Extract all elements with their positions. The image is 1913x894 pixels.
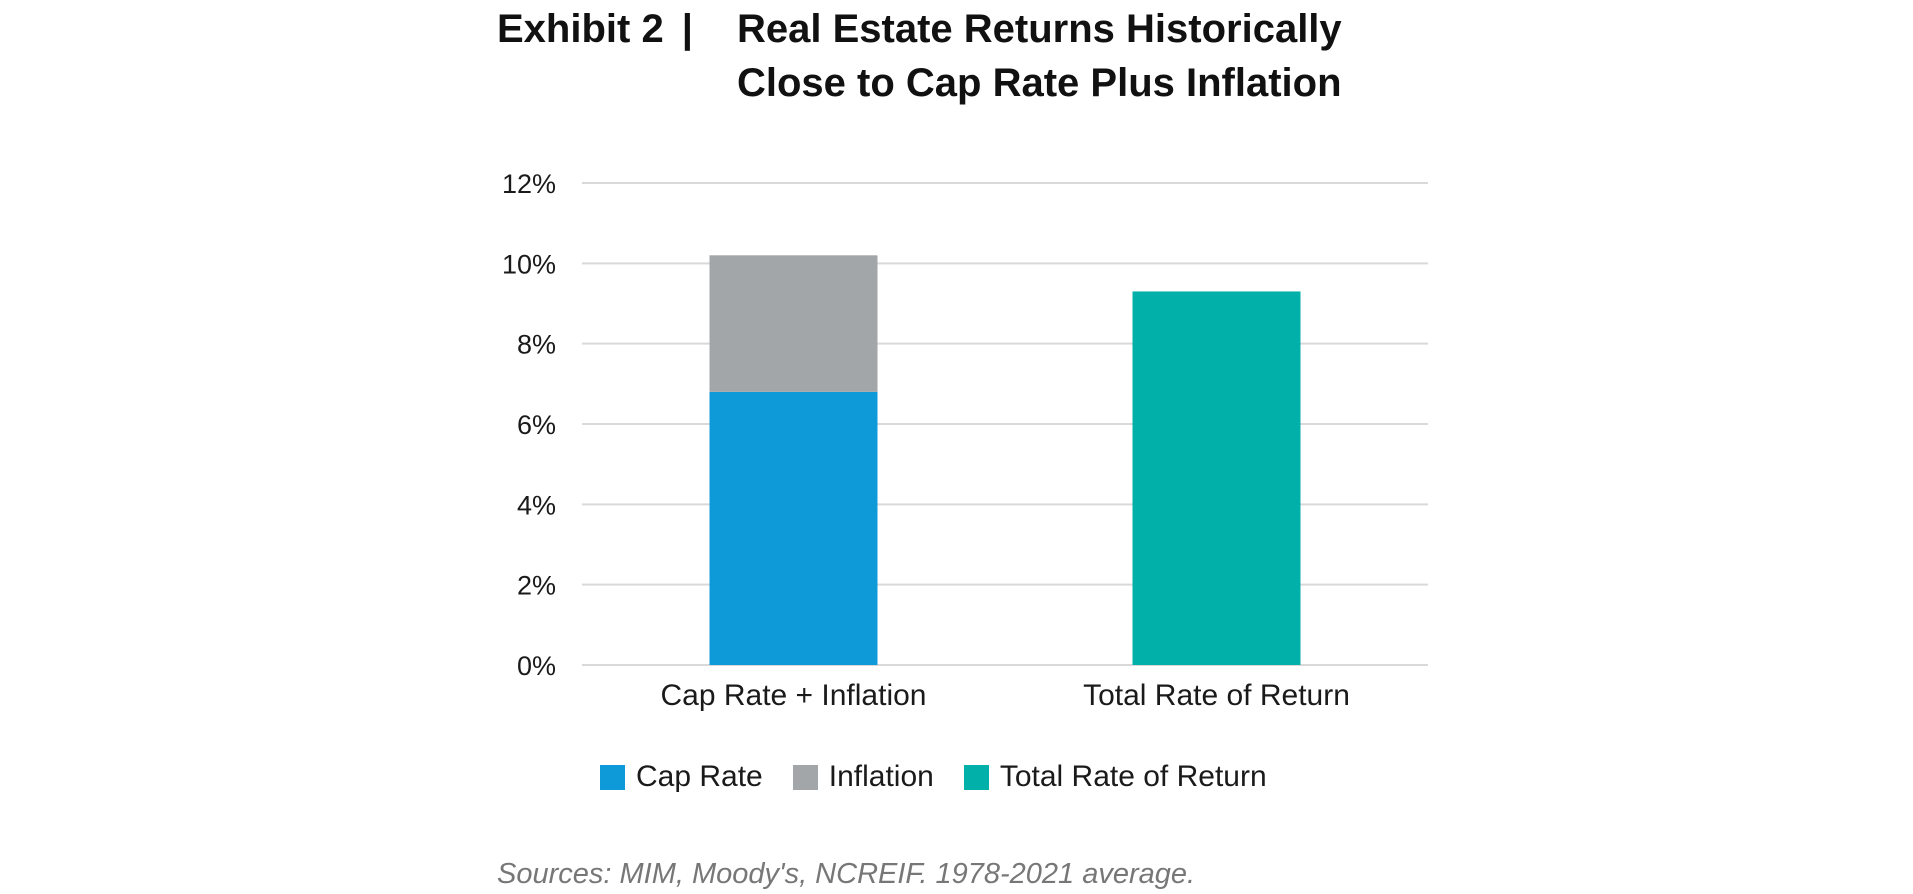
legend-swatch-cap-rate — [600, 764, 625, 790]
legend-label-cap-rate: Cap Rate — [636, 760, 763, 793]
y-tick-label: 4% — [517, 490, 556, 520]
y-tick-label: 2% — [517, 571, 556, 601]
legend-label-total-return: Total Rate of Return — [999, 760, 1267, 793]
legend-label-inflation: Inflation — [828, 760, 934, 793]
title-separator: | — [681, 7, 693, 51]
y-tick-label: 12% — [502, 169, 556, 199]
bar-total-rate-of-return — [1132, 291, 1301, 665]
legend-swatch-inflation — [792, 764, 818, 790]
bars — [709, 255, 1301, 665]
x-category-label: Total Rate of Return — [1083, 679, 1350, 712]
title-line-2: Close to Cap Rate Plus Inflation — [737, 61, 1342, 105]
y-tick-label: 6% — [517, 410, 556, 440]
legend: Cap Rate Inflation Total Rate of Return — [600, 760, 1297, 794]
y-tick-label: 8% — [517, 330, 556, 360]
legend-item-cap-rate: Cap Rate — [600, 760, 763, 794]
x-category-label: Cap Rate + Inflation — [660, 679, 926, 712]
chart-title: Exhibit 2 | Real Estate Returns Historica… — [497, 2, 1342, 110]
title-line-1: Real Estate Returns Historically — [737, 7, 1342, 51]
exhibit-label: Exhibit 2 — [497, 7, 664, 51]
bar-cap-rate — [709, 391, 878, 665]
bar-inflation — [709, 255, 878, 392]
source-note: Sources: MIM, Moody's, NCREIF. 1978-2021… — [497, 858, 1196, 890]
legend-item-inflation: Inflation — [792, 760, 934, 794]
y-axis-ticks: 0% 2% 4% 6% 8% 10% 12% — [502, 169, 556, 681]
y-tick-label: 10% — [502, 249, 556, 279]
x-axis-categories: Cap Rate + Inflation Total Rate of Return — [660, 679, 1349, 712]
legend-swatch-total-return — [963, 764, 989, 790]
gridlines — [582, 182, 1428, 666]
y-tick-label: 0% — [517, 651, 556, 681]
legend-item-total-return: Total Rate of Return — [963, 760, 1267, 794]
